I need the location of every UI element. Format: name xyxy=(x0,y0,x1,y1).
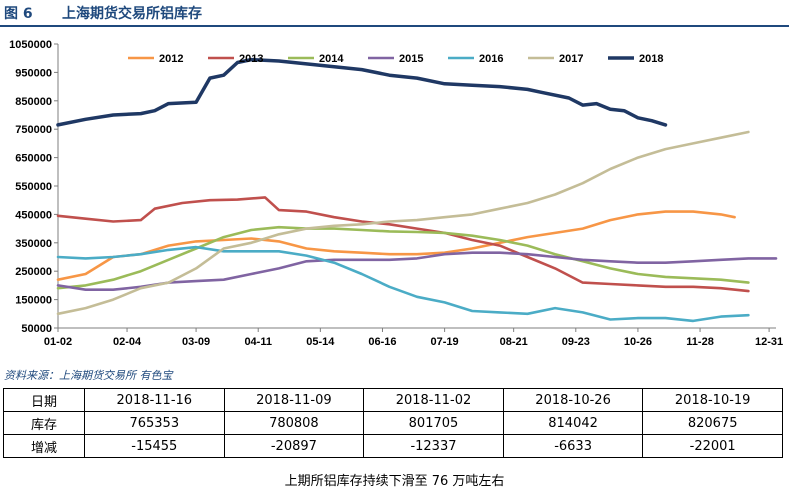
y-tick-label: 750000 xyxy=(15,124,52,136)
series-line-2016 xyxy=(56,245,750,323)
y-tick-label: 950000 xyxy=(15,67,52,79)
y-tick-label: 650000 xyxy=(15,153,52,165)
legend-label-2015: 2015 xyxy=(399,53,423,65)
y-tick-label: 1050000 xyxy=(9,39,52,51)
table-cell: 增减 xyxy=(3,434,85,458)
figure-label: 图 6 xyxy=(4,6,33,22)
x-tick-label: 09-23 xyxy=(562,336,590,348)
x-tick-label: 05-14 xyxy=(306,336,335,348)
table-header-cell: 2018-11-16 xyxy=(84,388,225,412)
x-tick-label: 04-11 xyxy=(244,336,272,348)
x-tick-label: 01-02 xyxy=(44,336,72,348)
figure-header: 图 6 上海期货交易所铝库存 xyxy=(0,0,789,26)
table-header-cell: 2018-10-26 xyxy=(502,388,644,412)
data-source-note: 资料来源：上海期货交易所 有色宝 xyxy=(4,369,173,382)
x-tick-label: 06-16 xyxy=(368,336,396,348)
table-cell: 820675 xyxy=(642,411,783,435)
x-tick-label: 10-26 xyxy=(624,336,652,348)
figure-title: 上海期货交易所铝库存 xyxy=(62,6,202,22)
header-divider xyxy=(0,25,789,27)
y-tick-label: 350000 xyxy=(15,238,52,250)
series-line-2013 xyxy=(56,196,750,293)
y-tick-label: 150000 xyxy=(15,295,52,307)
y-tick-label: 850000 xyxy=(15,96,52,108)
table-cell: -15455 xyxy=(84,434,225,458)
table-cell: -12337 xyxy=(363,434,504,458)
table-cell: 765353 xyxy=(84,411,225,435)
series-line-2014 xyxy=(56,225,750,290)
legend-label-2014: 2014 xyxy=(319,53,344,65)
table-caption: 上期所铝库存持续下滑至 76 万吨左右 xyxy=(284,474,505,489)
legend-label-2017: 2017 xyxy=(559,53,583,65)
table-cell: 780808 xyxy=(223,411,365,435)
y-tick-label: 250000 xyxy=(15,266,52,278)
table-row-change: 增减 -15455 -20897 -12337 -6633 -22001 xyxy=(3,434,783,458)
y-tick-label: 450000 xyxy=(15,209,52,221)
x-tick-label: 11-28 xyxy=(686,336,714,348)
legend-label-2018: 2018 xyxy=(639,53,663,65)
table-row-inventory: 库存 765353 780808 801705 814042 820675 xyxy=(3,411,783,435)
aluminum-inventory-line-chart: 1050000 950000 850000 750000 650000 550000 450… xyxy=(9,39,783,348)
table-header-cell: 日期 xyxy=(3,388,85,412)
table-cell: 库存 xyxy=(3,411,85,435)
table-cell: -6633 xyxy=(502,434,644,458)
table-cell: 814042 xyxy=(502,411,644,435)
legend-label-2016: 2016 xyxy=(479,53,503,65)
table-header-cell: 2018-11-02 xyxy=(363,388,504,412)
table-header-row: 日期 2018-11-16 2018-11-09 2018-11-02 2018… xyxy=(3,388,783,412)
x-tick-label: 07-19 xyxy=(431,336,459,348)
legend-label-2012: 2012 xyxy=(159,53,183,65)
table-cell: -22001 xyxy=(642,434,783,458)
series-line-2015 xyxy=(56,251,778,291)
table-cell: -20897 xyxy=(223,434,365,458)
table-cell: 801705 xyxy=(363,411,504,435)
table-header-cell: 2018-11-09 xyxy=(223,388,365,412)
series-line-2012 xyxy=(56,210,736,281)
series-line-2018 xyxy=(56,57,668,127)
y-tick-label: 50000 xyxy=(21,323,52,335)
legend-label-2013: 2013 xyxy=(239,53,263,65)
inventory-table: 日期 2018-11-16 2018-11-09 2018-11-02 2018… xyxy=(3,388,783,458)
x-tick-label: 02-04 xyxy=(113,336,142,348)
y-tick-label: 550000 xyxy=(15,181,52,193)
series-line-2017 xyxy=(56,130,750,316)
x-tick-label: 08-21 xyxy=(500,336,528,348)
x-tick-label: 12-31 xyxy=(755,336,783,348)
table-header-cell: 2018-10-19 xyxy=(642,388,783,412)
x-tick-label: 03-09 xyxy=(182,336,210,348)
